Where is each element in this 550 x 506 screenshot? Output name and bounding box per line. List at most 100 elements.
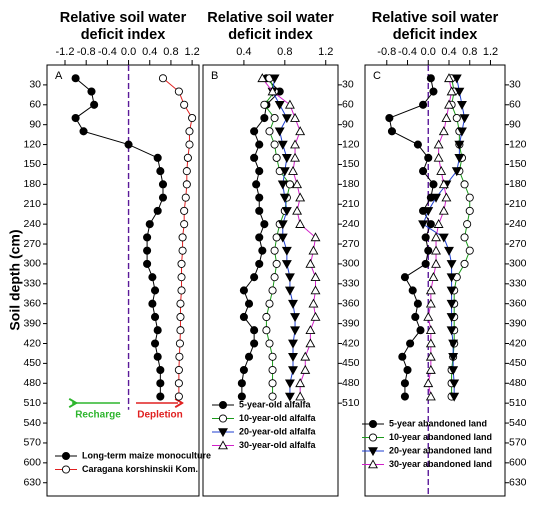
legend-marker	[218, 414, 228, 423]
marker	[400, 392, 409, 401]
legend-marker	[218, 428, 228, 438]
marker	[438, 233, 449, 243]
marker	[433, 219, 444, 228]
marker	[403, 365, 412, 375]
marker	[176, 299, 185, 308]
y-tick-label: 390	[23, 317, 41, 329]
y-tick-label: 300	[23, 258, 41, 270]
marker	[153, 206, 162, 215]
marker	[237, 392, 246, 401]
marker	[424, 246, 433, 255]
marker	[444, 99, 454, 109]
marker	[277, 233, 288, 243]
x-tick-label: -0.8	[77, 46, 96, 58]
marker	[413, 140, 422, 149]
y-tick-label: 450	[342, 357, 360, 369]
y-tick-label: 330	[23, 278, 41, 290]
marker	[418, 220, 429, 230]
marker	[454, 140, 465, 150]
y-tick-label: 150	[23, 158, 41, 170]
marker	[387, 127, 397, 136]
marker	[446, 273, 457, 283]
marker	[446, 313, 457, 323]
marker	[260, 220, 269, 229]
marker	[459, 114, 470, 124]
y-tick-label: 270	[509, 238, 527, 250]
marker	[250, 339, 259, 348]
marker	[180, 206, 189, 215]
marker	[300, 351, 311, 361]
marker	[448, 352, 459, 362]
marker	[400, 379, 409, 388]
y-tick-label: 420	[509, 337, 527, 349]
y-tick-label: 180	[509, 178, 527, 190]
x-tick-label: 0.0	[121, 46, 136, 58]
marker	[465, 246, 474, 255]
x-tick-label: 1.2	[483, 46, 498, 58]
legend-marker	[61, 451, 71, 461]
marker	[295, 126, 306, 136]
marker	[180, 100, 189, 109]
y-tick-label: 390	[509, 317, 527, 329]
marker	[456, 100, 467, 110]
marker	[295, 378, 306, 388]
legend-label: 20-year-old alfalfa	[239, 426, 317, 436]
y-tick-label: 510	[509, 397, 527, 409]
y-tick-label: 90	[509, 118, 521, 130]
y-tick-label: 630	[509, 477, 527, 489]
legend-marker	[368, 419, 378, 429]
marker	[290, 152, 301, 162]
panel-label: C	[373, 70, 381, 82]
marker	[124, 140, 133, 149]
x-tick-label: 0.4	[441, 46, 456, 58]
marker	[71, 74, 80, 83]
marker	[262, 326, 271, 335]
marker	[428, 272, 439, 281]
marker	[423, 311, 434, 321]
marker	[444, 246, 454, 256]
x-tick-label: -1.2	[56, 46, 75, 58]
marker	[177, 273, 186, 282]
marker	[421, 233, 430, 242]
marker	[158, 180, 168, 189]
y-tick-label: 180	[342, 178, 360, 190]
y-tick-label: 510	[342, 397, 360, 409]
marker	[143, 246, 152, 255]
marker	[277, 140, 288, 150]
marker	[268, 352, 277, 361]
marker	[305, 258, 316, 268]
marker	[270, 140, 279, 149]
marker	[425, 364, 436, 374]
x-tick-label: 0.8	[462, 46, 477, 58]
panel-label: B	[211, 70, 218, 82]
y-tick-label: 300	[342, 258, 360, 270]
y-tick-label: 120	[342, 138, 360, 150]
marker	[158, 74, 168, 83]
marker	[250, 127, 259, 136]
marker	[290, 326, 301, 336]
marker	[272, 153, 281, 162]
marker	[270, 273, 279, 282]
marker	[274, 100, 285, 110]
marker	[429, 87, 438, 96]
marker	[239, 365, 248, 375]
marker	[71, 113, 80, 123]
marker	[426, 74, 435, 83]
marker	[431, 193, 442, 203]
marker	[305, 338, 316, 348]
marker	[250, 326, 259, 335]
marker	[143, 233, 152, 242]
y-tick-label: 120	[23, 138, 41, 150]
marker	[250, 153, 259, 162]
y-tick-label: 420	[23, 337, 41, 349]
marker	[272, 259, 281, 268]
marker	[281, 260, 292, 270]
marker	[153, 326, 162, 335]
marker	[419, 100, 428, 109]
y-tick-label: 60	[509, 99, 521, 111]
marker	[156, 379, 165, 388]
y-tick-label: 330	[509, 278, 527, 290]
annotation: Recharge	[75, 410, 121, 421]
y-tick-label: 90	[342, 118, 354, 130]
marker	[441, 192, 452, 202]
